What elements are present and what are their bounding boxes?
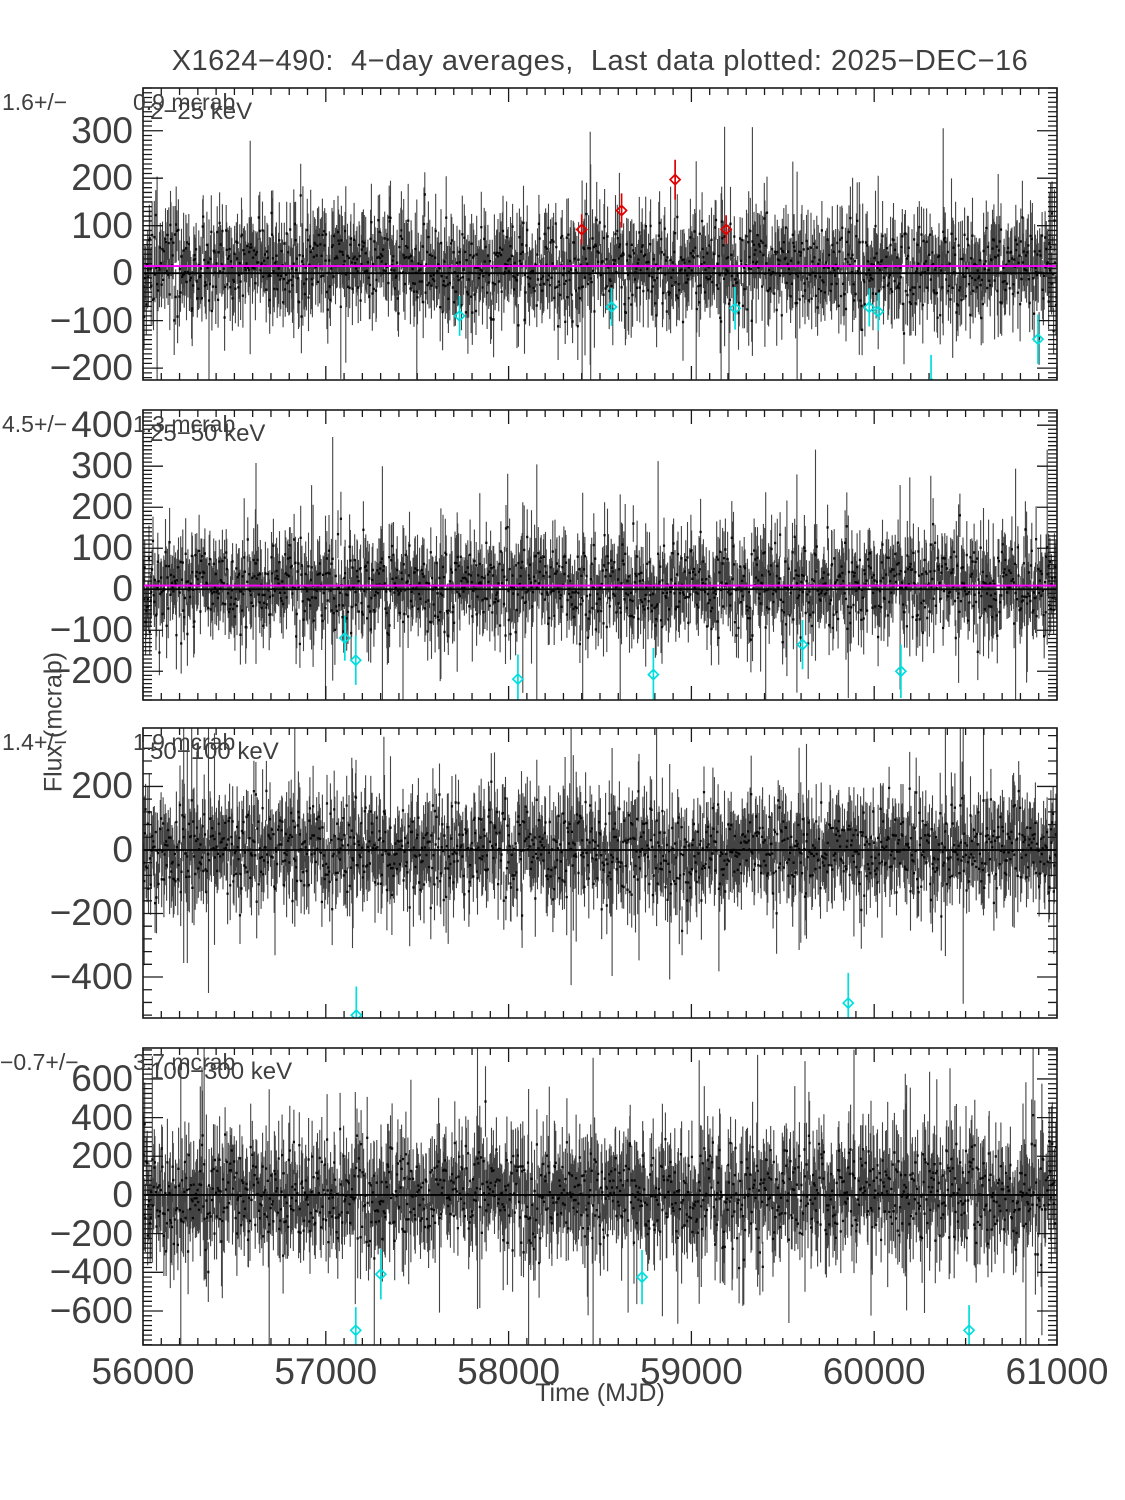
panel1-average-uncertainty: 0.9 mcrab [133, 89, 236, 115]
panel2-y-tick-label: −200 [49, 650, 133, 692]
panel1-average-value: 1.6+/− [2, 89, 68, 115]
panel4-band-label: 100−300 keV [150, 1058, 293, 1085]
x-tick-label: 61000 [1005, 1351, 1109, 1392]
panel3-y-tick-label: −200 [49, 892, 133, 934]
x-axis-label: Time (MJD) [535, 1379, 665, 1407]
panel4-y-tick-label: −200 [49, 1212, 133, 1254]
panel1-y-tick-label: 100 [71, 204, 133, 246]
panel2-band-label: 25−50 keV [150, 420, 266, 447]
panel3-low-outlier-points [350, 972, 855, 1018]
panel4-y-tick-label: 200 [71, 1135, 133, 1177]
panel2-low-outlier-points [338, 615, 908, 700]
panel1-frame [142, 87, 1058, 381]
x-tick-label: 56000 [91, 1351, 195, 1392]
panel1-y-tick-label: 300 [71, 109, 133, 151]
panel2-y-tick-label: 0 [112, 568, 133, 610]
panel2-y-tick-label: −100 [49, 609, 133, 651]
panel4-low-outlier-points [349, 1249, 976, 1345]
panel1-high-outlier-points [575, 159, 733, 245]
panel2-average-uncertainty: 1.3 mcrab [133, 411, 236, 437]
panel1-errorbars [143, 126, 1057, 380]
panel4-average-uncertainty: 3.7 mcrab [133, 1049, 236, 1075]
panel2-y-tick-label: 300 [71, 445, 133, 487]
panel2-frame [142, 409, 1058, 701]
panel1-y-tick-label: 0 [112, 252, 133, 294]
panel1-low-outlier-points [453, 286, 1045, 380]
panel2-ticks [142, 410, 1058, 701]
panel2-y-tick-label: 200 [71, 486, 133, 528]
panel4-average-value: −0.7+/− [0, 1049, 79, 1075]
panel3-y-tick-label: 0 [112, 828, 133, 870]
panel3-frame [142, 727, 1058, 1019]
panel2-y-tick-label: 400 [71, 404, 133, 446]
panel4-y-tick-label: 400 [71, 1096, 133, 1138]
x-tick-label: 57000 [274, 1351, 378, 1392]
x-tick-label: 58000 [457, 1351, 561, 1392]
panel1-y-tick-label: 200 [71, 157, 133, 199]
panel1-y-tick-label: −100 [49, 299, 133, 341]
panel2-average-value: 4.5+/− [2, 411, 68, 437]
panel4-y-tick-label: −400 [49, 1251, 133, 1293]
panel1-y-tick-label: −200 [49, 347, 133, 389]
panel2-y-tick-label: 100 [71, 527, 133, 569]
panel3-band-label: 50−100 keV [150, 738, 279, 765]
panel1-band-label: 2−25 keV [150, 98, 253, 125]
panel3-y-tick-label: −400 [49, 956, 133, 998]
panel3-y-tick-label: 200 [71, 765, 133, 807]
panel3-average-value: 1.4+/− [2, 729, 68, 755]
panel4-y-tick-label: −600 [49, 1289, 133, 1331]
figure-title: X1624−490: 4−day averages, Last data plo… [171, 45, 1029, 77]
panel4-y-tick-label: 0 [112, 1173, 133, 1215]
x-tick-label: 59000 [639, 1351, 743, 1392]
panel4-y-tick-label: 600 [71, 1057, 133, 1099]
panel3-average-uncertainty: 1.9 mcrab [133, 729, 236, 755]
panel4-frame [142, 1047, 1058, 1346]
x-tick-label: 60000 [822, 1351, 926, 1392]
